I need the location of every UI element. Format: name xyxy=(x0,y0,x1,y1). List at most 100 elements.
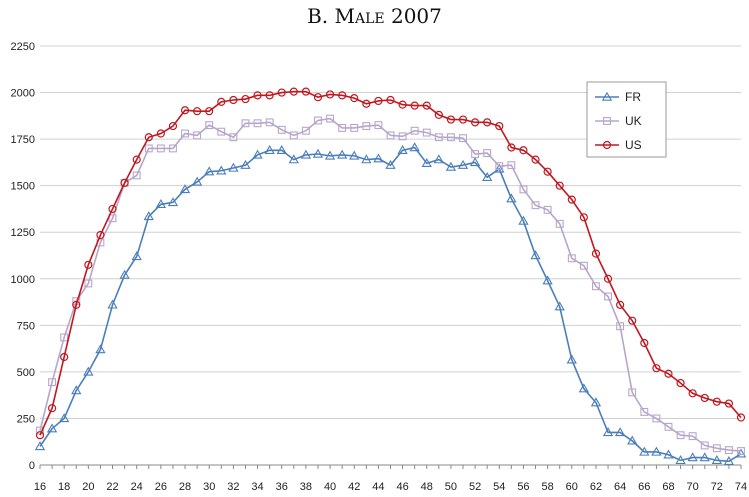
data-point-uk xyxy=(193,131,202,140)
data-point-us xyxy=(289,87,298,96)
data-point-us xyxy=(132,155,141,164)
data-point-us xyxy=(325,90,335,99)
data-point-us xyxy=(338,91,347,100)
data-point-fr xyxy=(59,413,70,423)
data-point-us xyxy=(84,260,93,269)
x-tick-label: 16 xyxy=(34,481,46,493)
x-tick-label: 46 xyxy=(396,481,408,493)
x-tick-label: 42 xyxy=(348,481,360,493)
data-point-fr xyxy=(385,159,396,169)
data-point-fr xyxy=(663,449,674,459)
data-point-fr xyxy=(687,452,698,462)
x-tick-label: 66 xyxy=(638,481,650,493)
data-point-fr xyxy=(143,211,154,221)
data-point-us xyxy=(471,118,480,127)
x-tick-label: 32 xyxy=(227,481,239,493)
data-point-fr xyxy=(542,275,553,285)
data-point-us xyxy=(374,96,383,106)
chart-title: B. Male 2007 xyxy=(307,4,442,28)
data-point-uk xyxy=(326,114,335,123)
data-point-us xyxy=(350,94,359,103)
data-point-fr xyxy=(34,441,46,451)
data-point-uk xyxy=(181,129,189,138)
data-point-us xyxy=(180,106,190,115)
data-point-uk xyxy=(495,162,504,171)
data-point-fr xyxy=(252,149,263,159)
data-point-uk xyxy=(422,128,431,137)
data-point-fr xyxy=(494,163,505,173)
data-point-fr xyxy=(83,366,94,376)
data-point-fr xyxy=(373,153,384,163)
data-point-us xyxy=(241,94,250,104)
data-point-fr xyxy=(627,435,638,445)
legend-marker-us xyxy=(602,140,612,150)
data-point-us xyxy=(217,97,226,106)
legend-marker-uk xyxy=(603,117,611,125)
x-tick-label: 60 xyxy=(566,481,578,493)
data-point-uk xyxy=(592,282,600,291)
data-point-uk xyxy=(338,123,347,132)
data-point-us xyxy=(446,115,456,124)
data-point-us xyxy=(265,91,274,100)
data-point-us xyxy=(664,369,673,378)
data-point-us xyxy=(253,91,262,100)
data-point-us xyxy=(386,95,395,105)
data-point-fr xyxy=(578,383,590,393)
x-tick-label: 72 xyxy=(711,481,723,493)
data-point-fr xyxy=(228,162,239,172)
y-tick-label: 1750 xyxy=(11,134,35,146)
data-point-us xyxy=(483,118,492,127)
data-point-fr xyxy=(204,166,215,176)
y-tick-label: 500 xyxy=(17,367,35,379)
data-point-fr xyxy=(711,455,722,465)
data-point-fr xyxy=(288,154,299,164)
data-point-fr xyxy=(639,446,650,456)
data-point-uk xyxy=(386,131,395,140)
data-point-fr xyxy=(107,299,118,309)
data-point-fr xyxy=(216,165,227,175)
data-point-us xyxy=(120,178,129,187)
data-point-uk xyxy=(579,261,588,270)
y-tick-label: 1250 xyxy=(11,227,35,239)
data-point-fr xyxy=(264,144,275,154)
data-point-fr xyxy=(699,452,710,462)
data-point-uk xyxy=(604,292,613,301)
data-point-fr xyxy=(651,446,662,456)
data-point-uk xyxy=(205,121,214,130)
data-point-uk xyxy=(229,133,238,142)
data-point-uk xyxy=(724,446,733,455)
data-point-us xyxy=(616,300,625,309)
data-point-uk xyxy=(712,444,721,453)
y-tick-label: 1500 xyxy=(11,181,35,193)
x-tick-label: 24 xyxy=(131,481,143,493)
data-point-us xyxy=(652,364,661,373)
x-tick-label: 34 xyxy=(251,481,263,493)
data-point-uk xyxy=(531,201,540,210)
data-point-us xyxy=(47,404,57,413)
data-point-fr xyxy=(614,427,626,437)
x-tick-label: 50 xyxy=(445,481,457,493)
data-point-us xyxy=(676,378,685,388)
data-point-us xyxy=(507,143,516,152)
legend-label-us: US xyxy=(625,138,642,152)
data-point-uk xyxy=(555,219,564,228)
data-point-fr xyxy=(397,144,408,154)
data-point-us xyxy=(579,213,588,222)
data-point-us xyxy=(277,88,286,97)
data-point-us xyxy=(301,87,310,96)
data-point-fr xyxy=(71,385,82,395)
legend-label-fr: FR xyxy=(625,90,641,104)
data-point-us xyxy=(531,155,540,164)
data-point-fr xyxy=(155,198,167,208)
data-point-fr xyxy=(276,144,287,154)
data-point-fr xyxy=(518,215,529,225)
data-point-uk xyxy=(301,126,310,135)
data-point-fr xyxy=(506,193,517,203)
legend-label-uk: UK xyxy=(625,114,642,128)
data-point-uk xyxy=(543,205,552,214)
data-point-uk xyxy=(640,407,649,416)
data-point-uk xyxy=(314,116,322,125)
data-point-us xyxy=(434,110,443,120)
x-tick-label: 56 xyxy=(517,481,529,493)
